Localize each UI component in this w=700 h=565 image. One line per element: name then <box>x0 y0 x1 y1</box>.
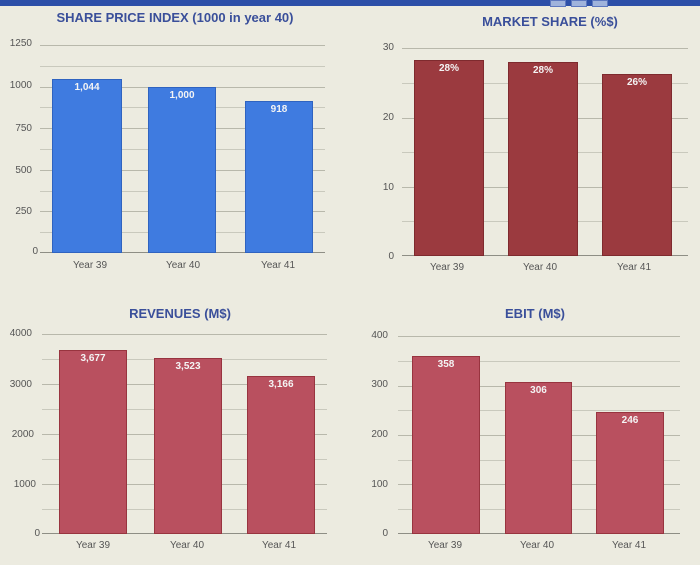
x-tick: Year 40 <box>169 540 205 551</box>
bar-year-41[interactable]: 918 <box>245 101 313 253</box>
bar-year-39[interactable]: 3,677 <box>59 350 127 534</box>
y-tick: 1000 <box>13 479 36 490</box>
y-tick: 0 <box>32 246 38 257</box>
x-tick: Year 40 <box>165 260 201 271</box>
x-tick: Year 41 <box>616 262 652 273</box>
y-tick: 0 <box>34 528 40 539</box>
chart-title: EBIT (M$) <box>505 306 565 321</box>
y-tick: 750 <box>15 123 32 134</box>
market-share-chart: MARKET SHARE (%$) 30 20 10 0 28% 28% 26%… <box>350 0 700 280</box>
bar-value-label: 3,523 <box>175 361 201 372</box>
y-tick: 1250 <box>9 38 32 49</box>
bar-value-label: 1,000 <box>169 90 195 101</box>
bar-value-label: 3,166 <box>268 379 294 390</box>
bar-year-40[interactable]: 28% <box>508 62 578 256</box>
window-header <box>0 0 700 7</box>
plot-area: 358 306 246 <box>398 336 680 534</box>
window-button-2[interactable] <box>571 0 587 7</box>
y-tick: 10 <box>382 182 394 193</box>
x-tick: Year 41 <box>260 260 296 271</box>
y-tick: 100 <box>371 479 388 490</box>
bar-year-39[interactable]: 1,044 <box>52 79 122 253</box>
bar-year-40[interactable]: 3,523 <box>154 358 222 534</box>
chart-title: SHARE PRICE INDEX (1000 in year 40) <box>56 10 294 25</box>
chart-title: MARKET SHARE (%$) <box>482 14 618 29</box>
x-tick: Year 39 <box>72 260 108 271</box>
bar-value-label: 1,044 <box>74 82 100 93</box>
x-tick: Year 40 <box>519 540 555 551</box>
y-tick: 250 <box>15 206 32 217</box>
bar-value-label: 28% <box>438 63 459 74</box>
bar-value-label: 246 <box>621 415 639 426</box>
ebit-chart: EBIT (M$) 400 300 200 100 0 358 306 246 … <box>350 290 700 565</box>
plot-area: 3,677 3,523 3,166 <box>42 334 327 534</box>
x-tick: Year 41 <box>261 540 297 551</box>
x-tick: Year 39 <box>427 540 463 551</box>
bar-year-39[interactable]: 28% <box>414 60 484 256</box>
y-tick: 2000 <box>11 429 34 440</box>
bar-value-label: 26% <box>626 77 647 88</box>
window-button-1[interactable] <box>550 0 566 7</box>
chart-title: REVENUES (M$) <box>129 306 231 321</box>
bar-value-label: 28% <box>532 65 553 76</box>
bar-year-41[interactable]: 3,166 <box>247 376 315 534</box>
y-tick: 500 <box>15 165 32 176</box>
bar-value-label: 3,677 <box>80 353 106 364</box>
bar-year-40[interactable]: 306 <box>505 382 572 534</box>
x-tick: Year 41 <box>611 540 647 551</box>
bar-year-40[interactable]: 1,000 <box>148 87 216 253</box>
y-tick: 1000 <box>9 80 32 91</box>
y-tick: 300 <box>371 379 388 390</box>
y-tick: 0 <box>388 251 394 262</box>
y-tick: 3000 <box>9 379 32 390</box>
window-button-3[interactable] <box>592 0 608 7</box>
bar-value-label: 918 <box>270 104 288 115</box>
revenues-chart: REVENUES (M$) 4000 3000 2000 1000 0 3,67… <box>0 290 345 565</box>
y-tick: 400 <box>371 330 388 341</box>
share-price-chart: SHARE PRICE INDEX (1000 in year 40) 1250… <box>0 0 345 280</box>
bar-value-label: 306 <box>530 385 547 396</box>
y-tick: 0 <box>382 528 388 539</box>
bar-year-41[interactable]: 246 <box>596 412 664 534</box>
bar-year-41[interactable]: 26% <box>602 74 672 256</box>
x-tick: Year 39 <box>75 540 111 551</box>
y-tick: 200 <box>371 429 388 440</box>
plot-area: 28% 28% 26% <box>402 48 688 256</box>
bar-year-39[interactable]: 358 <box>412 356 480 534</box>
y-tick: 30 <box>382 42 394 53</box>
y-tick: 20 <box>382 112 394 123</box>
plot-area: 1,044 1,000 918 <box>40 45 325 253</box>
y-tick: 4000 <box>9 328 32 339</box>
x-tick: Year 40 <box>522 262 558 273</box>
bar-value-label: 358 <box>437 359 455 370</box>
x-tick: Year 39 <box>429 262 465 273</box>
